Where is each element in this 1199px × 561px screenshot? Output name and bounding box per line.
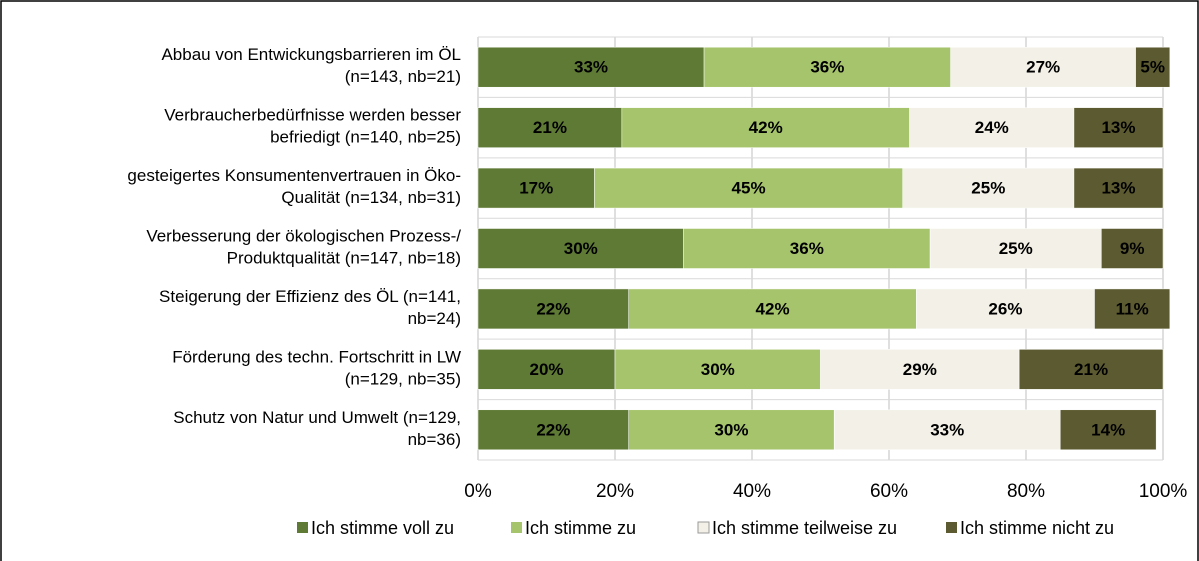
bar-segment bbox=[594, 167, 903, 209]
bar-segment bbox=[902, 167, 1075, 209]
y-tick-line: Schutz von Natur und Umwelt (n=129, bbox=[173, 408, 461, 427]
bar-segment bbox=[1073, 107, 1164, 148]
value-label: 17% bbox=[519, 179, 553, 198]
y-tick-line: Förderung des techn. Fortschritt in LW bbox=[172, 348, 461, 367]
bar-segment bbox=[477, 107, 623, 148]
value-label: 9% bbox=[1120, 239, 1145, 258]
bar-segment bbox=[929, 228, 1102, 269]
bar-segment bbox=[628, 409, 835, 451]
bar-segment bbox=[477, 349, 616, 390]
value-label: 26% bbox=[988, 299, 1022, 318]
value-label: 22% bbox=[536, 420, 570, 439]
bar-segment bbox=[477, 228, 684, 269]
value-label: 14% bbox=[1091, 420, 1125, 439]
value-label: 5% bbox=[1140, 58, 1165, 77]
value-label: 20% bbox=[529, 360, 563, 379]
bar-segment bbox=[833, 409, 1061, 451]
y-tick-line: nb=36) bbox=[408, 430, 461, 449]
value-label: 36% bbox=[790, 239, 824, 258]
bar-segment bbox=[1094, 288, 1171, 330]
bar-segment bbox=[628, 288, 917, 330]
value-label: 33% bbox=[574, 58, 608, 77]
y-tick-line: Steigerung der Effizienz des ÖL (n=141, bbox=[159, 287, 461, 306]
value-label: 22% bbox=[536, 299, 570, 318]
y-tick-label: Verbraucherbedürfnisse werden besser befr… bbox=[164, 106, 461, 147]
bar-segment bbox=[1101, 228, 1164, 269]
bar-segment bbox=[703, 46, 951, 88]
bar-segment bbox=[477, 46, 705, 88]
x-tick-label: 60% bbox=[870, 481, 908, 502]
y-tick-line: Verbesserung der ökologischen Prozess-/ bbox=[146, 227, 461, 246]
y-tick-label: Verbesserung der ökologischen Prozess-/ P… bbox=[146, 227, 461, 268]
bar-segment bbox=[1135, 46, 1171, 88]
value-label: 42% bbox=[756, 299, 790, 318]
value-label: 13% bbox=[1101, 179, 1135, 198]
x-tick-label: 0% bbox=[464, 481, 492, 502]
value-label: 45% bbox=[732, 179, 766, 198]
bar-segment bbox=[477, 288, 629, 330]
bar-segment bbox=[477, 167, 595, 209]
y-tick-label: Schutz von Natur und Umwelt (n=129, nb=36… bbox=[173, 408, 461, 449]
value-label: 24% bbox=[975, 118, 1009, 137]
value-label: 42% bbox=[749, 118, 783, 137]
legend-label: Ich stimme zu bbox=[525, 518, 636, 538]
bar-segment bbox=[820, 349, 1020, 390]
y-tick-line: Verbraucherbedürfnisse werden besser bbox=[164, 106, 461, 125]
y-tick-line: Qualität (n=134, nb=31) bbox=[281, 189, 461, 208]
legend-label: Ich stimme voll zu bbox=[311, 518, 454, 538]
y-tick-line: nb=24) bbox=[408, 309, 461, 328]
y-tick-label: Abbau von Entwickungsbarrieren im ÖL (n=1… bbox=[161, 46, 461, 87]
value-label: 21% bbox=[533, 118, 567, 137]
value-label: 21% bbox=[1074, 360, 1108, 379]
value-label: 33% bbox=[930, 420, 964, 439]
value-label: 36% bbox=[810, 58, 844, 77]
y-tick-label: Förderung des techn. Fortschritt in LW (n… bbox=[172, 348, 461, 389]
bar-segment bbox=[614, 349, 821, 390]
legend-swatch bbox=[297, 522, 308, 533]
x-tick-label: 20% bbox=[596, 481, 634, 502]
bar-segment bbox=[916, 288, 1095, 330]
bar-segment bbox=[1073, 167, 1164, 209]
bar-segment bbox=[1060, 409, 1157, 451]
value-label: 27% bbox=[1026, 58, 1060, 77]
y-tick-line: Abbau von Entwickungsbarrieren im ÖL bbox=[161, 46, 461, 65]
x-tick-label: 40% bbox=[733, 481, 771, 502]
value-label: 30% bbox=[564, 239, 598, 258]
x-tick-label: 80% bbox=[1007, 481, 1045, 502]
legend-swatch bbox=[946, 522, 957, 533]
value-label: 30% bbox=[714, 420, 748, 439]
y-tick-line: (n=143, nb=21) bbox=[345, 68, 461, 87]
x-tick-label: 100% bbox=[1139, 481, 1188, 502]
y-tick-line: Produktqualität (n=147, nb=18) bbox=[227, 249, 461, 268]
y-tick-label: gesteigertes Konsumentenvertrauen in Öko… bbox=[127, 167, 461, 208]
value-label: 13% bbox=[1101, 118, 1135, 137]
value-label: 11% bbox=[1116, 299, 1149, 318]
legend-label: Ich stimme nicht zu bbox=[960, 518, 1114, 538]
y-tick-label: Steigerung der Effizienz des ÖL (n=141, n… bbox=[159, 287, 461, 328]
bar-segment bbox=[1018, 349, 1164, 390]
value-label: 29% bbox=[903, 360, 937, 379]
legend-swatch bbox=[697, 521, 710, 534]
legend-swatch bbox=[511, 522, 522, 533]
bar-segment bbox=[683, 228, 931, 269]
value-label: 25% bbox=[971, 179, 1005, 198]
y-tick-line: befriedigt (n=140, nb=25) bbox=[270, 128, 461, 147]
value-label: 30% bbox=[701, 360, 735, 379]
y-tick-line: (n=129, nb=35) bbox=[345, 370, 461, 389]
bar-segment bbox=[909, 107, 1075, 148]
bar-segment bbox=[950, 46, 1136, 88]
y-tick-line: gesteigertes Konsumentenvertrauen in Öko… bbox=[127, 167, 461, 186]
bar-segment bbox=[621, 107, 910, 148]
legend-label: Ich stimme teilweise zu bbox=[712, 518, 897, 538]
value-label: 25% bbox=[999, 239, 1033, 258]
